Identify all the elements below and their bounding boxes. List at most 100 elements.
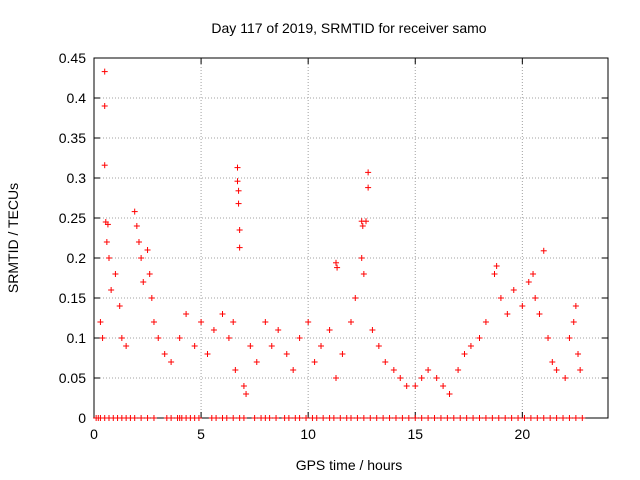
data-point — [155, 335, 162, 341]
data-point — [131, 415, 138, 421]
data-point — [144, 415, 151, 421]
data-point — [431, 415, 438, 421]
data-point — [553, 367, 560, 373]
data-point — [425, 367, 432, 373]
data-point — [230, 319, 237, 325]
data-point — [144, 247, 151, 253]
data-point — [358, 255, 365, 261]
data-point — [133, 223, 140, 229]
data-point — [337, 415, 344, 421]
data-point — [403, 383, 410, 389]
data-point — [232, 367, 239, 373]
data-point — [210, 327, 217, 333]
x-tick-label: 5 — [197, 426, 205, 442]
data-point — [493, 263, 500, 269]
data-point — [362, 218, 369, 225]
data-point — [311, 359, 318, 365]
data-point — [461, 351, 468, 357]
data-point — [521, 415, 528, 421]
data-point — [412, 415, 419, 421]
data-point — [519, 303, 526, 309]
data-point — [360, 415, 367, 421]
data-point — [412, 383, 419, 389]
data-point — [195, 415, 202, 421]
data-point — [562, 375, 569, 381]
data-point — [476, 415, 483, 421]
data-point — [108, 287, 115, 293]
y-axis-ticks: 0 0.05 0.1 0.15 0.2 0.25 0.3 0.35 0.4 0.45 — [59, 50, 608, 426]
data-point — [148, 295, 155, 301]
data-point — [530, 271, 537, 277]
data-point — [482, 319, 489, 325]
data-point — [540, 415, 547, 421]
data-point — [534, 415, 541, 421]
data-point — [450, 415, 457, 421]
data-point — [549, 359, 556, 365]
data-point — [369, 327, 376, 333]
data-point — [118, 335, 125, 341]
x-axis-label: GPS time / hours — [296, 457, 403, 473]
data-point — [375, 343, 382, 349]
data-point — [397, 375, 404, 381]
data-point — [176, 335, 183, 341]
data-point — [326, 327, 333, 333]
data-point — [545, 335, 552, 341]
data-point — [476, 335, 483, 341]
data-point — [116, 303, 123, 309]
y-tick-label: 0.05 — [59, 370, 86, 386]
data-point — [112, 271, 119, 277]
data-point — [405, 415, 412, 421]
data-point — [273, 415, 280, 421]
x-tick-label: 15 — [407, 426, 423, 442]
data-point — [348, 415, 354, 421]
data-point — [234, 178, 241, 185]
data-point — [296, 415, 303, 421]
data-point — [262, 319, 269, 325]
data-point — [352, 295, 359, 301]
data-point — [577, 367, 584, 373]
data-point — [359, 223, 366, 229]
data-point — [123, 343, 130, 349]
data-point — [354, 415, 361, 421]
x-axis-ticks: 0 5 10 15 20 — [90, 58, 530, 442]
data-point — [463, 415, 470, 421]
data-points — [93, 68, 586, 421]
data-point — [268, 343, 275, 349]
data-point — [168, 415, 175, 421]
data-point — [240, 383, 247, 389]
data-point — [225, 335, 232, 341]
data-point — [97, 319, 104, 325]
x-tick-label: 0 — [90, 426, 98, 442]
data-point — [333, 259, 340, 266]
data-point — [138, 255, 145, 261]
data-point — [334, 264, 341, 271]
data-point — [150, 415, 157, 421]
data-point — [440, 383, 447, 389]
data-point — [161, 351, 168, 357]
data-point — [320, 415, 327, 421]
data-point — [390, 367, 397, 373]
data-point — [382, 359, 389, 365]
data-point — [313, 415, 320, 421]
data-point — [253, 359, 260, 365]
data-point — [230, 415, 237, 421]
data-point — [101, 68, 108, 75]
data-point — [560, 415, 567, 421]
y-tick-label: 0.3 — [67, 170, 87, 186]
data-point — [392, 415, 399, 421]
data-point — [183, 311, 190, 317]
data-point — [105, 255, 112, 261]
data-point — [333, 375, 340, 381]
data-point — [198, 319, 205, 325]
data-point — [433, 375, 440, 381]
data-point — [285, 415, 292, 421]
data-point — [365, 184, 372, 191]
data-point — [204, 351, 211, 357]
data-point — [219, 311, 226, 317]
data-point — [570, 319, 577, 325]
data-point — [491, 271, 498, 277]
data-point — [510, 287, 517, 293]
data-point — [101, 103, 108, 109]
data-point — [489, 415, 496, 421]
